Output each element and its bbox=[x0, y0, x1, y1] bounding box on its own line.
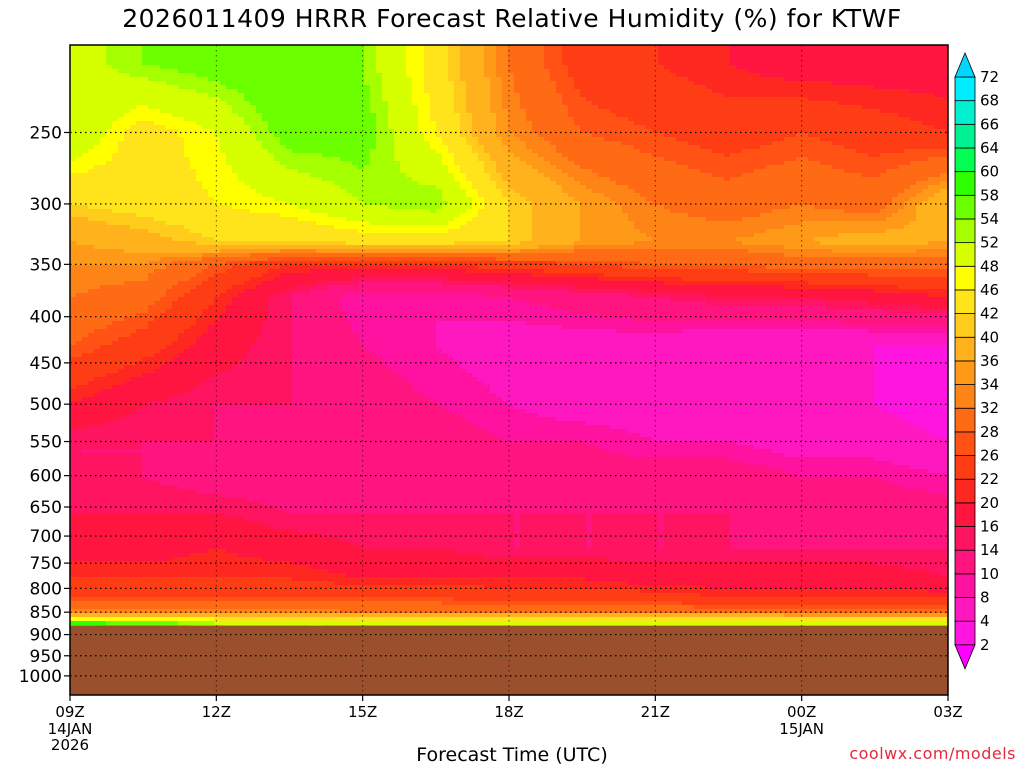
x-date-sublabel: 14JAN 2026 bbox=[30, 721, 110, 753]
source-credit: coolwx.com/models bbox=[849, 744, 1016, 763]
colorbar-min-arrow bbox=[955, 645, 975, 669]
colorbar-swatch bbox=[955, 101, 975, 125]
x-date-sublabel: 15JAN bbox=[762, 721, 842, 737]
colorbar-level-label: 4 bbox=[980, 612, 990, 630]
colorbar-level-label: 36 bbox=[980, 352, 999, 370]
y-tick-label: 600 bbox=[30, 467, 62, 487]
y-tick-label: 300 bbox=[30, 195, 62, 215]
x-tick-label: 18Z bbox=[494, 703, 523, 721]
colorbar-level-label: 40 bbox=[980, 328, 999, 346]
colorbar-swatch bbox=[955, 550, 975, 574]
colorbar-level-label: 64 bbox=[980, 139, 999, 157]
colorbar-level-label: 68 bbox=[980, 92, 999, 110]
colorbar-swatch bbox=[955, 361, 975, 385]
colorbar-swatch bbox=[955, 195, 975, 219]
x-tick-label: 03Z bbox=[933, 703, 962, 721]
y-tick-label: 850 bbox=[30, 603, 62, 623]
colorbar-swatch bbox=[955, 503, 975, 527]
y-tick-label: 700 bbox=[30, 527, 62, 547]
colorbar-swatch bbox=[955, 456, 975, 480]
y-tick-label: 400 bbox=[30, 308, 62, 328]
colorbar-swatch bbox=[955, 290, 975, 314]
x-date-sublabel-line: 2026 bbox=[30, 737, 110, 753]
colorbar-swatch bbox=[955, 148, 975, 172]
y-tick-label: 500 bbox=[30, 395, 62, 415]
colorbar-level-label: 20 bbox=[980, 494, 999, 512]
y-tick-label: 550 bbox=[30, 433, 62, 453]
colorbar-swatch bbox=[955, 124, 975, 148]
y-tick-label: 750 bbox=[30, 554, 62, 574]
colorbar-level-label: 32 bbox=[980, 399, 999, 417]
colorbar-level-label: 46 bbox=[980, 281, 999, 299]
colorbar-level-label: 26 bbox=[980, 447, 999, 465]
x-date-sublabel-line: 15JAN bbox=[762, 721, 842, 737]
colorbar-swatch bbox=[955, 266, 975, 290]
colorbar-level-label: 14 bbox=[980, 541, 999, 559]
colorbar-level-label: 72 bbox=[980, 68, 999, 86]
colorbar-swatch bbox=[955, 172, 975, 196]
colorbar-swatch bbox=[955, 385, 975, 409]
colorbar-swatch bbox=[955, 408, 975, 432]
x-tick-label: 00Z bbox=[787, 703, 816, 721]
colorbar-level-label: 28 bbox=[980, 423, 999, 441]
colorbar-swatch bbox=[955, 219, 975, 243]
y-tick-label: 950 bbox=[30, 647, 62, 667]
x-tick-label: 21Z bbox=[641, 703, 670, 721]
colorbar-level-label: 66 bbox=[980, 115, 999, 133]
colorbar-level-label: 8 bbox=[980, 589, 990, 607]
colorbar-level-label: 48 bbox=[980, 257, 999, 275]
colorbar-swatch bbox=[955, 527, 975, 551]
colorbar-level-label: 60 bbox=[980, 163, 999, 181]
x-date-sublabel-line: 14JAN bbox=[30, 721, 110, 737]
y-tick-label: 250 bbox=[30, 123, 62, 143]
colorbar-level-label: 2 bbox=[980, 636, 990, 654]
colorbar-level-label: 42 bbox=[980, 305, 999, 323]
colorbar-level-label: 54 bbox=[980, 210, 999, 228]
y-tick-label: 1000 bbox=[19, 667, 62, 687]
y-tick-label: 350 bbox=[30, 255, 62, 275]
colorbar-swatch bbox=[955, 337, 975, 361]
colorbar-swatch bbox=[955, 574, 975, 598]
colorbar-max-arrow bbox=[955, 53, 975, 77]
y-tick-label: 800 bbox=[30, 579, 62, 599]
colorbar-swatch bbox=[955, 479, 975, 503]
colorbar-swatch bbox=[955, 432, 975, 456]
time-axis: 09Z 12Z 15Z 18Z 21Z 00Z 03Z bbox=[55, 695, 962, 721]
colorbar-swatch bbox=[955, 598, 975, 622]
colorbar-level-label: 10 bbox=[980, 565, 999, 583]
y-tick-label: 650 bbox=[30, 498, 62, 518]
colorbar-swatch bbox=[955, 77, 975, 101]
y-tick-label: 900 bbox=[30, 626, 62, 646]
y-tick-label: 450 bbox=[30, 354, 62, 374]
colorbar-level-label: 22 bbox=[980, 470, 999, 488]
x-tick-label: 09Z bbox=[55, 703, 84, 721]
colorbar-level-label: 52 bbox=[980, 234, 999, 252]
x-tick-label: 12Z bbox=[202, 703, 231, 721]
pressure-axis: 250 300 350 400 450 500 550 600 650 700 750 800 850 9… bbox=[19, 123, 70, 686]
colorbar-level-label: 34 bbox=[980, 376, 999, 394]
colorbar-swatch bbox=[955, 314, 975, 338]
colorbar-level-label: 16 bbox=[980, 518, 999, 536]
colorbar-legend: 2481014162022262832343640424648525458606… bbox=[955, 53, 999, 669]
colorbar-swatch bbox=[955, 621, 975, 645]
colorbar-level-label: 58 bbox=[980, 186, 999, 204]
colorbar-swatch bbox=[955, 243, 975, 267]
x-tick-label: 15Z bbox=[348, 703, 377, 721]
